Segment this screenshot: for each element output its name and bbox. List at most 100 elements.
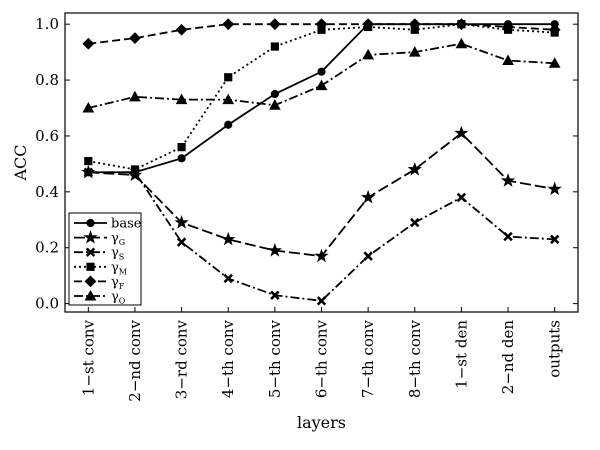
series-1	[81, 125, 562, 263]
legend-marker	[86, 218, 95, 228]
data-point	[222, 93, 235, 105]
data-point	[270, 290, 280, 300]
data-point	[222, 18, 235, 31]
series-4	[82, 18, 561, 50]
data-point	[500, 173, 516, 187]
data-point	[129, 90, 141, 102]
data-point	[84, 157, 93, 166]
legend-subscript: M	[119, 267, 127, 276]
data-point	[548, 57, 561, 68]
legend-symbol: γ	[111, 231, 119, 246]
y-tick-label: 0.8	[35, 71, 59, 89]
data-point	[408, 18, 421, 31]
legend-marker	[84, 289, 97, 301]
data-point	[503, 231, 513, 242]
data-point	[455, 37, 468, 49]
legend-marker	[85, 247, 96, 257]
data-point	[548, 23, 561, 36]
legend-item: γM	[74, 260, 127, 276]
data-point	[454, 125, 469, 140]
series-line	[88, 42, 555, 109]
data-point	[547, 181, 562, 196]
legend-symbol: γ	[111, 290, 119, 305]
series-2	[83, 167, 560, 306]
data-point	[362, 18, 375, 31]
data-point	[549, 234, 560, 245]
y-axis-ticks: 0.0 0.2 0.4 0.6 0.8 1.0	[35, 15, 578, 313]
data-point	[83, 167, 94, 177]
data-point	[177, 143, 186, 152]
data-point	[223, 273, 233, 284]
data-point	[270, 89, 279, 99]
series-line	[88, 171, 555, 302]
y-tick-label: 0.4	[35, 183, 59, 201]
data-point	[456, 192, 467, 203]
x-tick-label: 6−th conv	[313, 319, 331, 398]
data-point	[82, 101, 95, 113]
legend-marker	[83, 230, 98, 244]
data-point	[130, 165, 140, 174]
y-axis-label: ACC	[11, 144, 30, 181]
data-point	[407, 161, 422, 176]
data-point	[175, 93, 188, 105]
y-tick-label: 1.0	[35, 15, 59, 33]
data-point	[360, 189, 376, 204]
x-tick-label: 2−nd conv	[126, 319, 144, 401]
data-point	[269, 99, 281, 110]
legend-label: base	[111, 217, 142, 232]
data-point	[410, 217, 420, 228]
data-point	[127, 167, 143, 182]
x-tick-label: 5−th conv	[266, 319, 284, 398]
legend-subscript: G	[119, 238, 125, 247]
data-point	[268, 18, 281, 31]
legend-marker	[86, 262, 95, 271]
data-point	[362, 48, 374, 60]
data-point	[267, 242, 283, 257]
series-line	[88, 23, 555, 171]
data-point	[317, 67, 326, 76]
x-axis-label: layers	[297, 413, 346, 432]
x-tick-label: 3−rd conv	[173, 319, 191, 399]
data-point	[221, 231, 236, 246]
legend-marker	[84, 275, 97, 288]
data-point	[177, 154, 186, 163]
legend-label: γF	[111, 275, 125, 291]
x-tick-label: 1−st den	[452, 320, 470, 389]
x-tick-label: 4−th conv	[219, 319, 237, 398]
data-point	[502, 21, 514, 33]
legend-subscript: F	[119, 282, 125, 291]
x-tick-label: outputs	[546, 320, 564, 378]
y-tick-label: 0.6	[35, 127, 59, 145]
data-point	[455, 18, 468, 31]
data-point	[175, 23, 188, 36]
x-tick-label: 1−st conv	[79, 319, 97, 396]
data-point	[224, 73, 233, 82]
legend-subscript: S	[119, 253, 124, 262]
data-point	[224, 120, 233, 129]
series-line	[88, 131, 555, 258]
data-point	[363, 251, 373, 261]
legend-item: base	[74, 217, 142, 232]
data-point	[129, 32, 141, 45]
data-point	[315, 18, 328, 31]
legend-box	[68, 212, 142, 306]
legend-subscript: O	[119, 297, 126, 306]
data-point	[408, 46, 421, 57]
x-tick-label: 2−nd den	[499, 320, 517, 395]
chart-marks	[81, 18, 562, 306]
y-tick-label: 0.0	[35, 295, 59, 313]
legend-label: γS	[111, 246, 124, 262]
series-3	[84, 20, 559, 174]
legend-name: base	[111, 217, 142, 232]
legend-symbol: γ	[111, 246, 119, 261]
legend-item: γS	[74, 246, 124, 262]
data-point	[315, 79, 328, 91]
data-point	[314, 248, 329, 263]
series-5	[82, 37, 561, 113]
y-tick-label: 0.2	[35, 239, 59, 257]
data-point	[270, 42, 279, 51]
data-point	[82, 37, 95, 50]
legend-item: γG	[74, 230, 125, 247]
